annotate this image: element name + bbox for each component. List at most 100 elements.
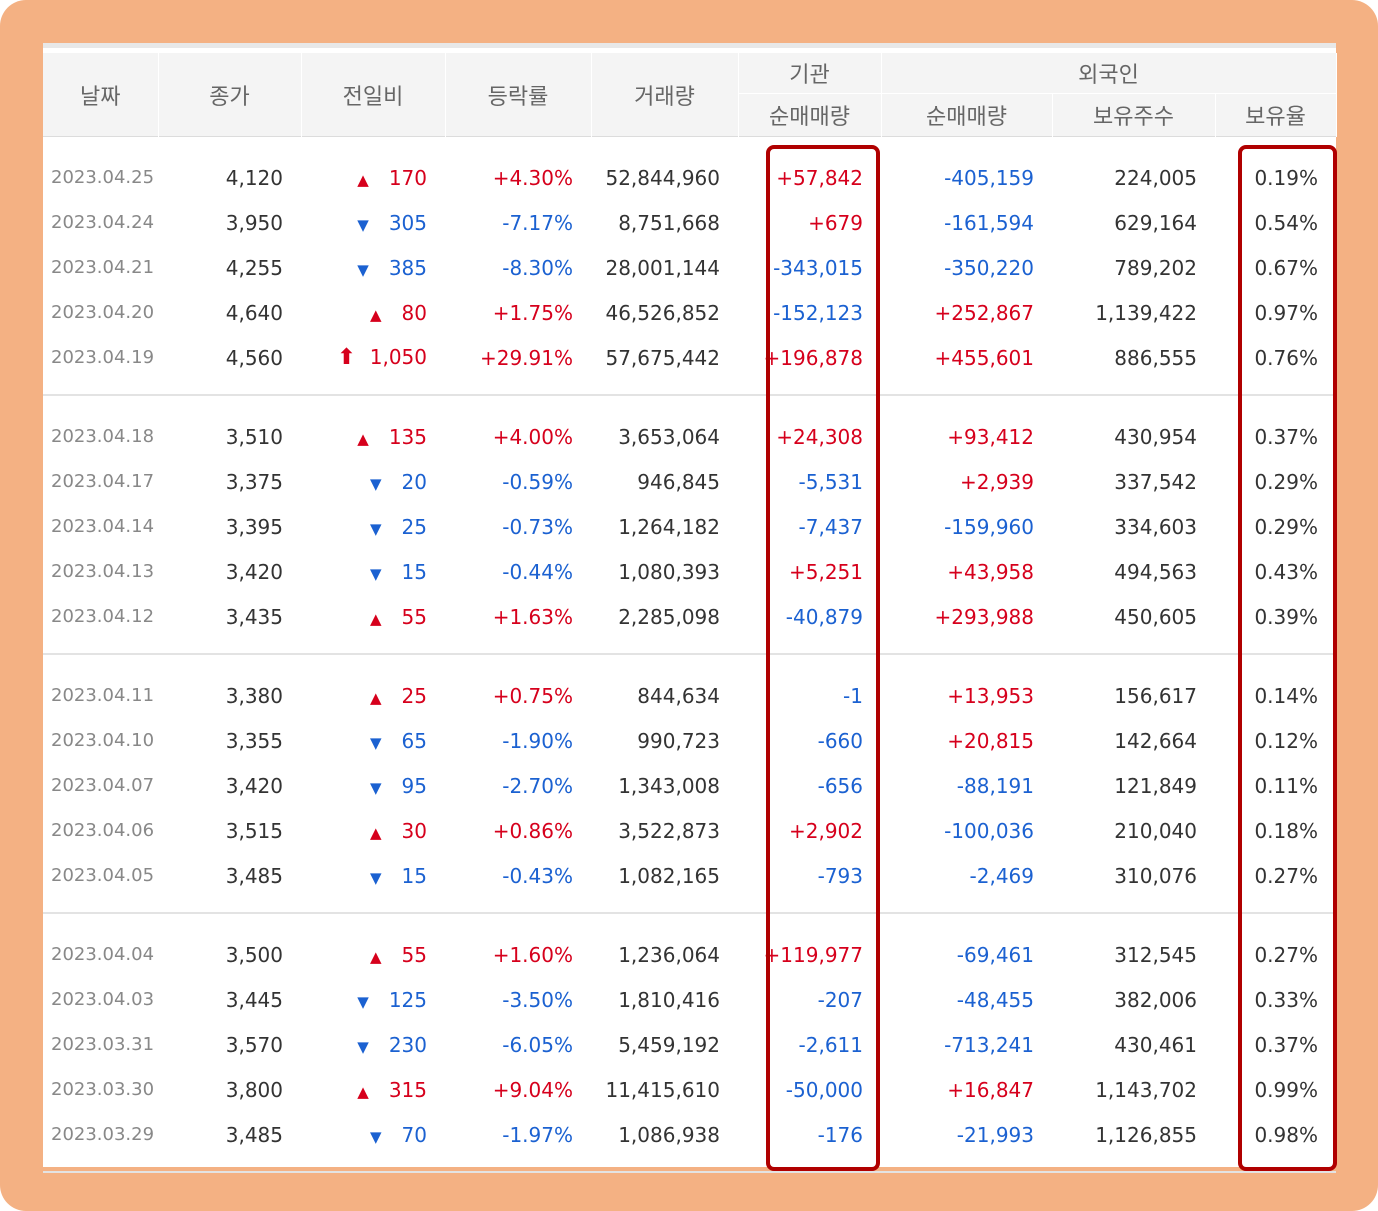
foreign-holdings-cell: 494,563: [1114, 559, 1197, 584]
foreign-ratio-cell: 0.54%: [1254, 210, 1318, 235]
institution-net-cell: -7,437: [798, 514, 863, 539]
change-value: 55: [401, 942, 427, 967]
volume-cell: 3,522,873: [618, 818, 720, 843]
header-change[interactable]: 전일비: [301, 53, 446, 137]
institution-net-cell: -5,531: [798, 469, 863, 494]
rate-cell: +4.30%: [492, 165, 573, 190]
rate-cell: -3.50%: [502, 987, 573, 1012]
change-cell: ▼ 25: [301, 504, 445, 549]
foreign-ratio-cell: 0.12%: [1254, 728, 1318, 753]
change-cell: ▼ 125: [301, 977, 445, 1022]
table-row: 2023.04.25 4,120 ▲ 170 +4.30% 52,844,960 +57,8…: [43, 137, 1336, 201]
close-cell: 3,395: [225, 514, 283, 539]
change-cell: ▲ 30: [301, 808, 445, 853]
foreign-holdings-cell: 312,545: [1114, 942, 1197, 967]
triangle-down-icon: ▼: [357, 215, 369, 234]
rate-cell: -0.43%: [445, 853, 591, 914]
triangle-up-icon: ▲: [370, 823, 382, 842]
rate-cell: +4.00%: [492, 424, 573, 449]
table-row: 2023.04.17 3,375 ▼ 20 -0.59% 946,845 -5,531 +2,…: [43, 459, 1336, 504]
volume-cell: 844,634: [637, 683, 720, 708]
change-value: 95: [401, 773, 427, 798]
institution-net-cell: +196,878: [738, 335, 881, 396]
foreign-net-cell: -350,220: [944, 255, 1034, 280]
date-cell: 2023.04.11: [51, 685, 155, 706]
close-cell: 3,420: [225, 773, 283, 798]
institution-net-cell: -50,000: [785, 1077, 863, 1102]
date-cell: 2023.04.03: [51, 989, 155, 1010]
foreign-net-cell: +16,847: [947, 1077, 1034, 1102]
table-row: 2023.04.18 3,510 ▲ 135 +4.00% 3,653,064 +24,30…: [43, 395, 1336, 459]
close-cell: 3,375: [225, 469, 283, 494]
foreign-net-cell: +43,958: [947, 559, 1034, 584]
header-foreign-ratio[interactable]: 보유율: [1215, 93, 1337, 137]
date-cell: 2023.04.24: [51, 212, 155, 233]
header-date[interactable]: 날짜: [43, 53, 159, 137]
foreign-ratio-cell: 0.19%: [1254, 165, 1318, 190]
close-cell: 3,500: [225, 942, 283, 967]
header-foreign-net[interactable]: 순매매량: [881, 93, 1053, 137]
triangle-up-icon: ▲: [370, 947, 382, 966]
foreign-ratio-cell: 0.67%: [1254, 255, 1318, 280]
header-close[interactable]: 종가: [158, 53, 302, 137]
change-cell: ▼ 385: [301, 245, 445, 290]
rate-cell: +29.91%: [445, 335, 591, 396]
change-value: 125: [388, 987, 427, 1012]
foreign-holdings-cell: 210,040: [1114, 818, 1197, 843]
change-value: 170: [388, 165, 427, 190]
rate-cell: +1.75%: [492, 300, 573, 325]
date-cell: 2023.03.31: [51, 1034, 155, 1055]
table-row: 2023.04.11 3,380 ▲ 25 +0.75% 844,634 -1 +13,953…: [43, 654, 1336, 718]
triangle-down-icon: ▼: [357, 1037, 369, 1056]
rate-cell: -6.05%: [502, 1032, 573, 1057]
foreign-ratio-cell: 0.37%: [1254, 1032, 1318, 1057]
foreign-ratio-cell: 0.43%: [1254, 559, 1318, 584]
foreign-holdings-cell: 629,164: [1114, 210, 1197, 235]
foreign-ratio-cell: 0.18%: [1254, 818, 1318, 843]
foreign-holdings-cell: 430,954: [1114, 424, 1197, 449]
date-cell: 2023.04.04: [51, 944, 155, 965]
change-value: 25: [401, 514, 427, 539]
table-row: 2023.04.05 3,485 ▼ 15 -0.43% 1,082,165 -793 -2,…: [43, 853, 1336, 914]
header-volume[interactable]: 거래량: [591, 53, 739, 137]
triangle-down-icon: ▼: [370, 564, 382, 583]
triangle-down-icon: ▼: [370, 733, 382, 752]
table-row: 2023.04.24 3,950 ▼ 305 -7.17% 8,751,668 +679 -1…: [43, 200, 1336, 245]
table-row: 2023.04.06 3,515 ▲ 30 +0.86% 3,522,873 +2,902 -…: [43, 808, 1336, 853]
rate-cell: -7.17%: [502, 210, 573, 235]
date-cell: 2023.04.12: [43, 594, 158, 655]
foreign-holdings-cell: 121,849: [1114, 773, 1197, 798]
institution-net-cell: +119,977: [763, 942, 863, 967]
triangle-down-icon: ▼: [370, 778, 382, 797]
close-cell: 3,515: [225, 818, 283, 843]
rate-cell: +9.04%: [492, 1077, 573, 1102]
institution-net-cell: -207: [817, 987, 863, 1012]
rate-cell: -0.73%: [502, 514, 573, 539]
close-cell: 3,800: [225, 1077, 283, 1102]
foreign-ratio-cell: 0.33%: [1254, 987, 1318, 1012]
foreign-net-cell: -713,241: [944, 1032, 1034, 1057]
foreign-holdings-cell: 886,555: [1052, 335, 1215, 396]
volume-cell: 11,415,610: [605, 1077, 720, 1102]
table-row: 2023.04.04 3,500 ▲ 55 +1.60% 1,236,064 +119,97…: [43, 913, 1336, 977]
foreign-net-cell: -405,159: [944, 165, 1034, 190]
foreign-ratio-cell: 0.11%: [1254, 773, 1318, 798]
date-cell: 2023.04.18: [51, 426, 155, 447]
table-row: 2023.04.13 3,420 ▼ 15 -0.44% 1,080,393 +5,251 +…: [43, 549, 1336, 594]
foreign-holdings-cell: 310,076: [1052, 853, 1215, 914]
institution-net-cell: -40,879: [738, 594, 881, 655]
volume-cell: 1,264,182: [618, 514, 720, 539]
foreign-ratio-cell: 0.29%: [1254, 469, 1318, 494]
foreign-net-cell: +13,953: [947, 683, 1034, 708]
header-institution-net[interactable]: 순매매량: [738, 93, 882, 137]
foreign-holdings-cell: 382,006: [1114, 987, 1197, 1012]
header-foreign-holdings[interactable]: 보유주수: [1052, 93, 1216, 137]
header-rate[interactable]: 등락률: [445, 53, 592, 137]
foreign-net-cell: +2,939: [959, 469, 1034, 494]
triangle-up-icon: ▲: [357, 1082, 369, 1101]
investor-trading-table-panel: 날짜 종가 전일비 등락률 거래량 기관 외국인 순매매량 순매매량 보유주수 …: [43, 43, 1337, 1173]
change-value: 135: [388, 424, 427, 449]
table-row: 2023.03.30 3,800 ▲ 315 +9.04% 11,415,610 -50,0…: [43, 1067, 1336, 1112]
change-cell: ▲ 25: [301, 654, 445, 718]
change-cell: ▼ 305: [301, 200, 445, 245]
